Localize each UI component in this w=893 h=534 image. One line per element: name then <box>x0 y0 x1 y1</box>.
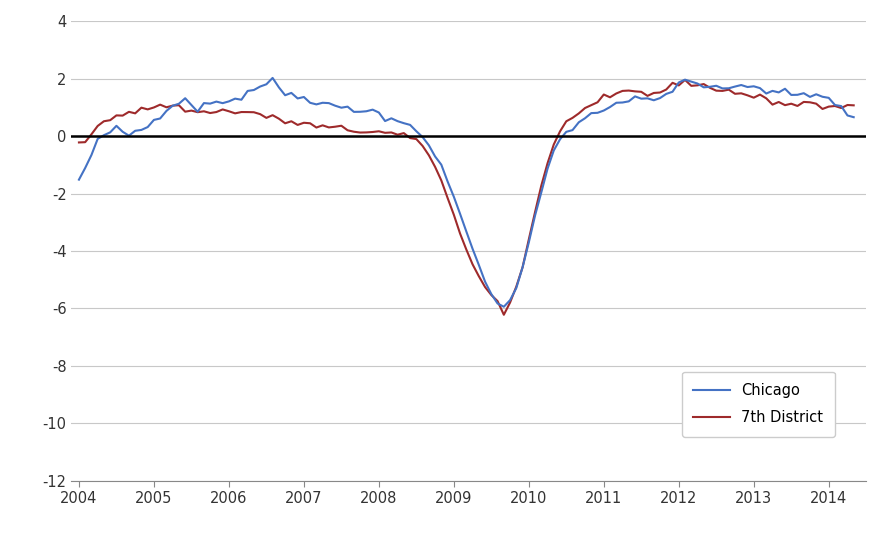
Chicago <box>811 91 822 98</box>
7th District <box>273 115 284 122</box>
Chicago <box>267 75 278 81</box>
Chicago <box>736 82 747 88</box>
7th District <box>255 111 265 117</box>
Line: Chicago: Chicago <box>79 78 854 307</box>
Chicago <box>498 303 509 310</box>
7th District <box>736 90 747 97</box>
7th District <box>498 311 509 318</box>
Chicago <box>255 83 265 90</box>
7th District <box>73 139 84 146</box>
Legend: Chicago, 7th District: Chicago, 7th District <box>681 372 835 437</box>
7th District <box>755 91 765 98</box>
Chicago <box>73 176 84 183</box>
Chicago <box>567 127 578 134</box>
Chicago <box>848 114 859 120</box>
7th District <box>680 77 690 83</box>
Line: 7th District: 7th District <box>79 80 854 315</box>
7th District <box>848 102 859 108</box>
7th District <box>561 118 572 124</box>
Chicago <box>280 92 290 98</box>
Chicago <box>755 85 765 91</box>
7th District <box>811 100 822 107</box>
